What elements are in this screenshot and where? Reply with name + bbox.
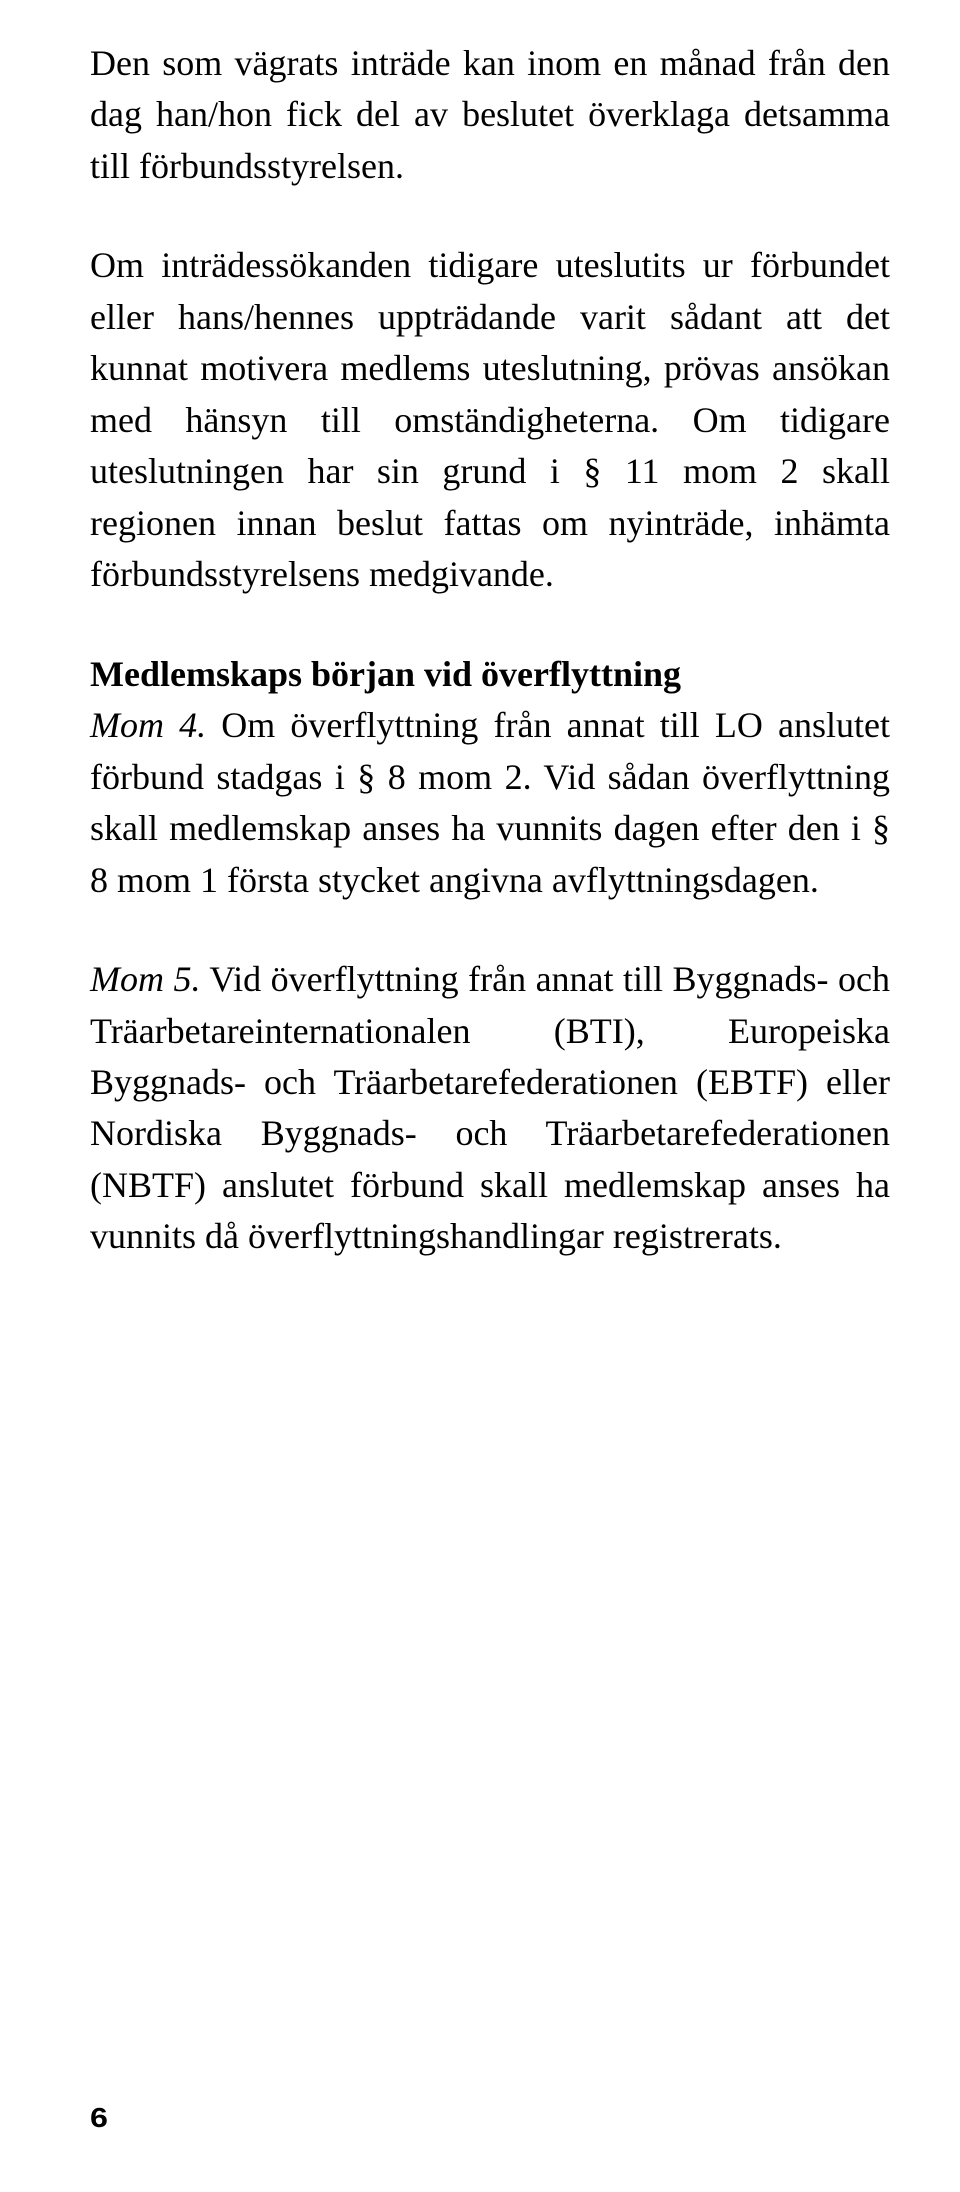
paragraph-4-body: Vid överflyttning från annat till Bygg­n… — [90, 959, 890, 1256]
mom-5-label: Mom 5. — [90, 959, 200, 999]
subheading-medlemskaps: Medlemskaps början vid överflyttning — [90, 649, 890, 700]
mom-4-label: Mom 4. — [90, 705, 206, 745]
paragraph-3-body: Om överflyttning från annat till LO an­s… — [90, 705, 890, 899]
paragraph-2: Om inträdessökanden tidigare uteslutits … — [90, 240, 890, 600]
paragraph-4: Mom 5. Vid överflyttning från annat till… — [90, 954, 890, 1263]
paragraph-3: Mom 4. Om överflyttning från annat till … — [90, 700, 890, 906]
paragraph-1: Den som vägrats inträde kan inom en måna… — [90, 38, 890, 192]
page-number: 6 — [90, 2102, 108, 2134]
